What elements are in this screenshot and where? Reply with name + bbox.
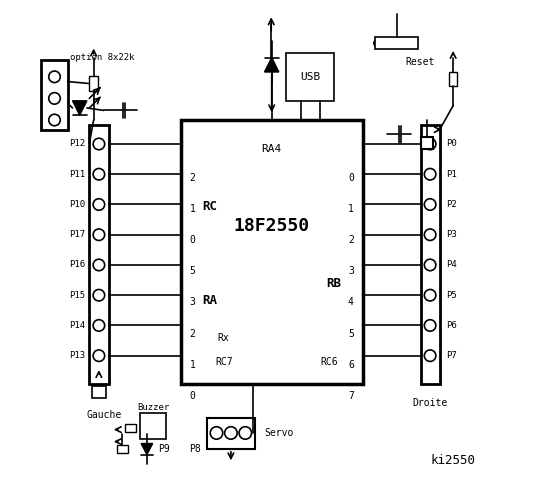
Text: P8: P8	[189, 444, 201, 454]
Text: 0: 0	[190, 391, 195, 401]
Text: Reset: Reset	[406, 58, 435, 67]
Bar	[117, 445, 128, 453]
Text: RA: RA	[202, 293, 217, 307]
Text: 5: 5	[190, 266, 195, 276]
Circle shape	[49, 71, 60, 83]
Circle shape	[391, 40, 398, 47]
Text: Gauche: Gauche	[86, 410, 121, 420]
Text: Rx: Rx	[218, 334, 229, 343]
Text: 2: 2	[348, 235, 354, 245]
Text: RC: RC	[202, 200, 217, 213]
Text: P5: P5	[446, 291, 457, 300]
Bar	[92, 386, 106, 398]
Circle shape	[383, 40, 389, 47]
Circle shape	[93, 199, 105, 210]
Text: Servo: Servo	[264, 428, 294, 438]
Text: RA4: RA4	[262, 144, 282, 154]
Circle shape	[93, 168, 105, 180]
Circle shape	[424, 138, 436, 150]
Text: 2: 2	[190, 173, 195, 182]
Circle shape	[93, 350, 105, 361]
Circle shape	[424, 229, 436, 240]
Circle shape	[424, 168, 436, 180]
Text: Buzzer: Buzzer	[137, 404, 169, 412]
Bar	[420, 125, 440, 384]
Text: 5: 5	[348, 329, 354, 338]
Polygon shape	[72, 101, 87, 115]
Circle shape	[400, 40, 406, 47]
Circle shape	[239, 427, 252, 439]
Circle shape	[93, 320, 105, 331]
Circle shape	[424, 259, 436, 271]
Text: P16: P16	[69, 261, 85, 269]
Text: RC7: RC7	[215, 358, 232, 367]
Circle shape	[93, 138, 105, 150]
Text: 7: 7	[348, 391, 354, 401]
Circle shape	[49, 114, 60, 126]
Text: 1: 1	[190, 204, 195, 214]
Bar	[286, 53, 334, 101]
Bar	[180, 120, 363, 384]
Text: 1: 1	[190, 360, 195, 370]
Text: 6: 6	[348, 360, 354, 370]
Text: 3: 3	[348, 266, 354, 276]
Bar	[126, 424, 136, 432]
Text: P12: P12	[69, 140, 85, 148]
Bar	[420, 137, 432, 149]
Circle shape	[225, 427, 237, 439]
Text: P11: P11	[69, 170, 85, 179]
Text: P3: P3	[446, 230, 457, 239]
Text: P17: P17	[69, 230, 85, 239]
Bar	[41, 60, 67, 130]
Text: RB: RB	[327, 277, 342, 290]
Text: P0: P0	[446, 140, 457, 148]
Polygon shape	[141, 444, 153, 455]
Bar	[89, 125, 108, 384]
Circle shape	[210, 427, 223, 439]
Text: 3: 3	[190, 298, 195, 307]
Text: 18F2550: 18F2550	[233, 216, 310, 235]
Polygon shape	[264, 58, 279, 72]
Text: P9: P9	[158, 444, 170, 454]
Text: 0: 0	[190, 235, 195, 245]
Text: ki2550: ki2550	[430, 454, 475, 468]
Text: RC6: RC6	[321, 358, 338, 367]
Text: 1: 1	[348, 204, 354, 214]
Circle shape	[424, 289, 436, 301]
Circle shape	[93, 259, 105, 271]
Bar	[89, 76, 98, 91]
Text: P14: P14	[69, 321, 85, 330]
Circle shape	[49, 93, 60, 104]
Text: P15: P15	[69, 291, 85, 300]
Circle shape	[424, 350, 436, 361]
Circle shape	[409, 40, 415, 47]
Circle shape	[93, 289, 105, 301]
Circle shape	[93, 229, 105, 240]
Text: option 8x22k: option 8x22k	[70, 53, 134, 62]
Text: 4: 4	[348, 298, 354, 307]
Bar	[375, 37, 418, 49]
Text: P10: P10	[69, 200, 85, 209]
Bar	[140, 413, 166, 439]
Text: P7: P7	[446, 351, 457, 360]
Text: P6: P6	[446, 321, 457, 330]
Bar	[449, 72, 457, 86]
Text: Droite: Droite	[413, 398, 448, 408]
Text: P1: P1	[446, 170, 457, 179]
Circle shape	[424, 199, 436, 210]
Text: P4: P4	[446, 261, 457, 269]
Text: P2: P2	[446, 200, 457, 209]
Circle shape	[424, 320, 436, 331]
Text: 0: 0	[348, 173, 354, 182]
Text: 2: 2	[190, 329, 195, 338]
Circle shape	[374, 40, 380, 47]
Text: P13: P13	[69, 351, 85, 360]
Text: USB: USB	[300, 72, 320, 82]
Bar	[207, 418, 255, 449]
